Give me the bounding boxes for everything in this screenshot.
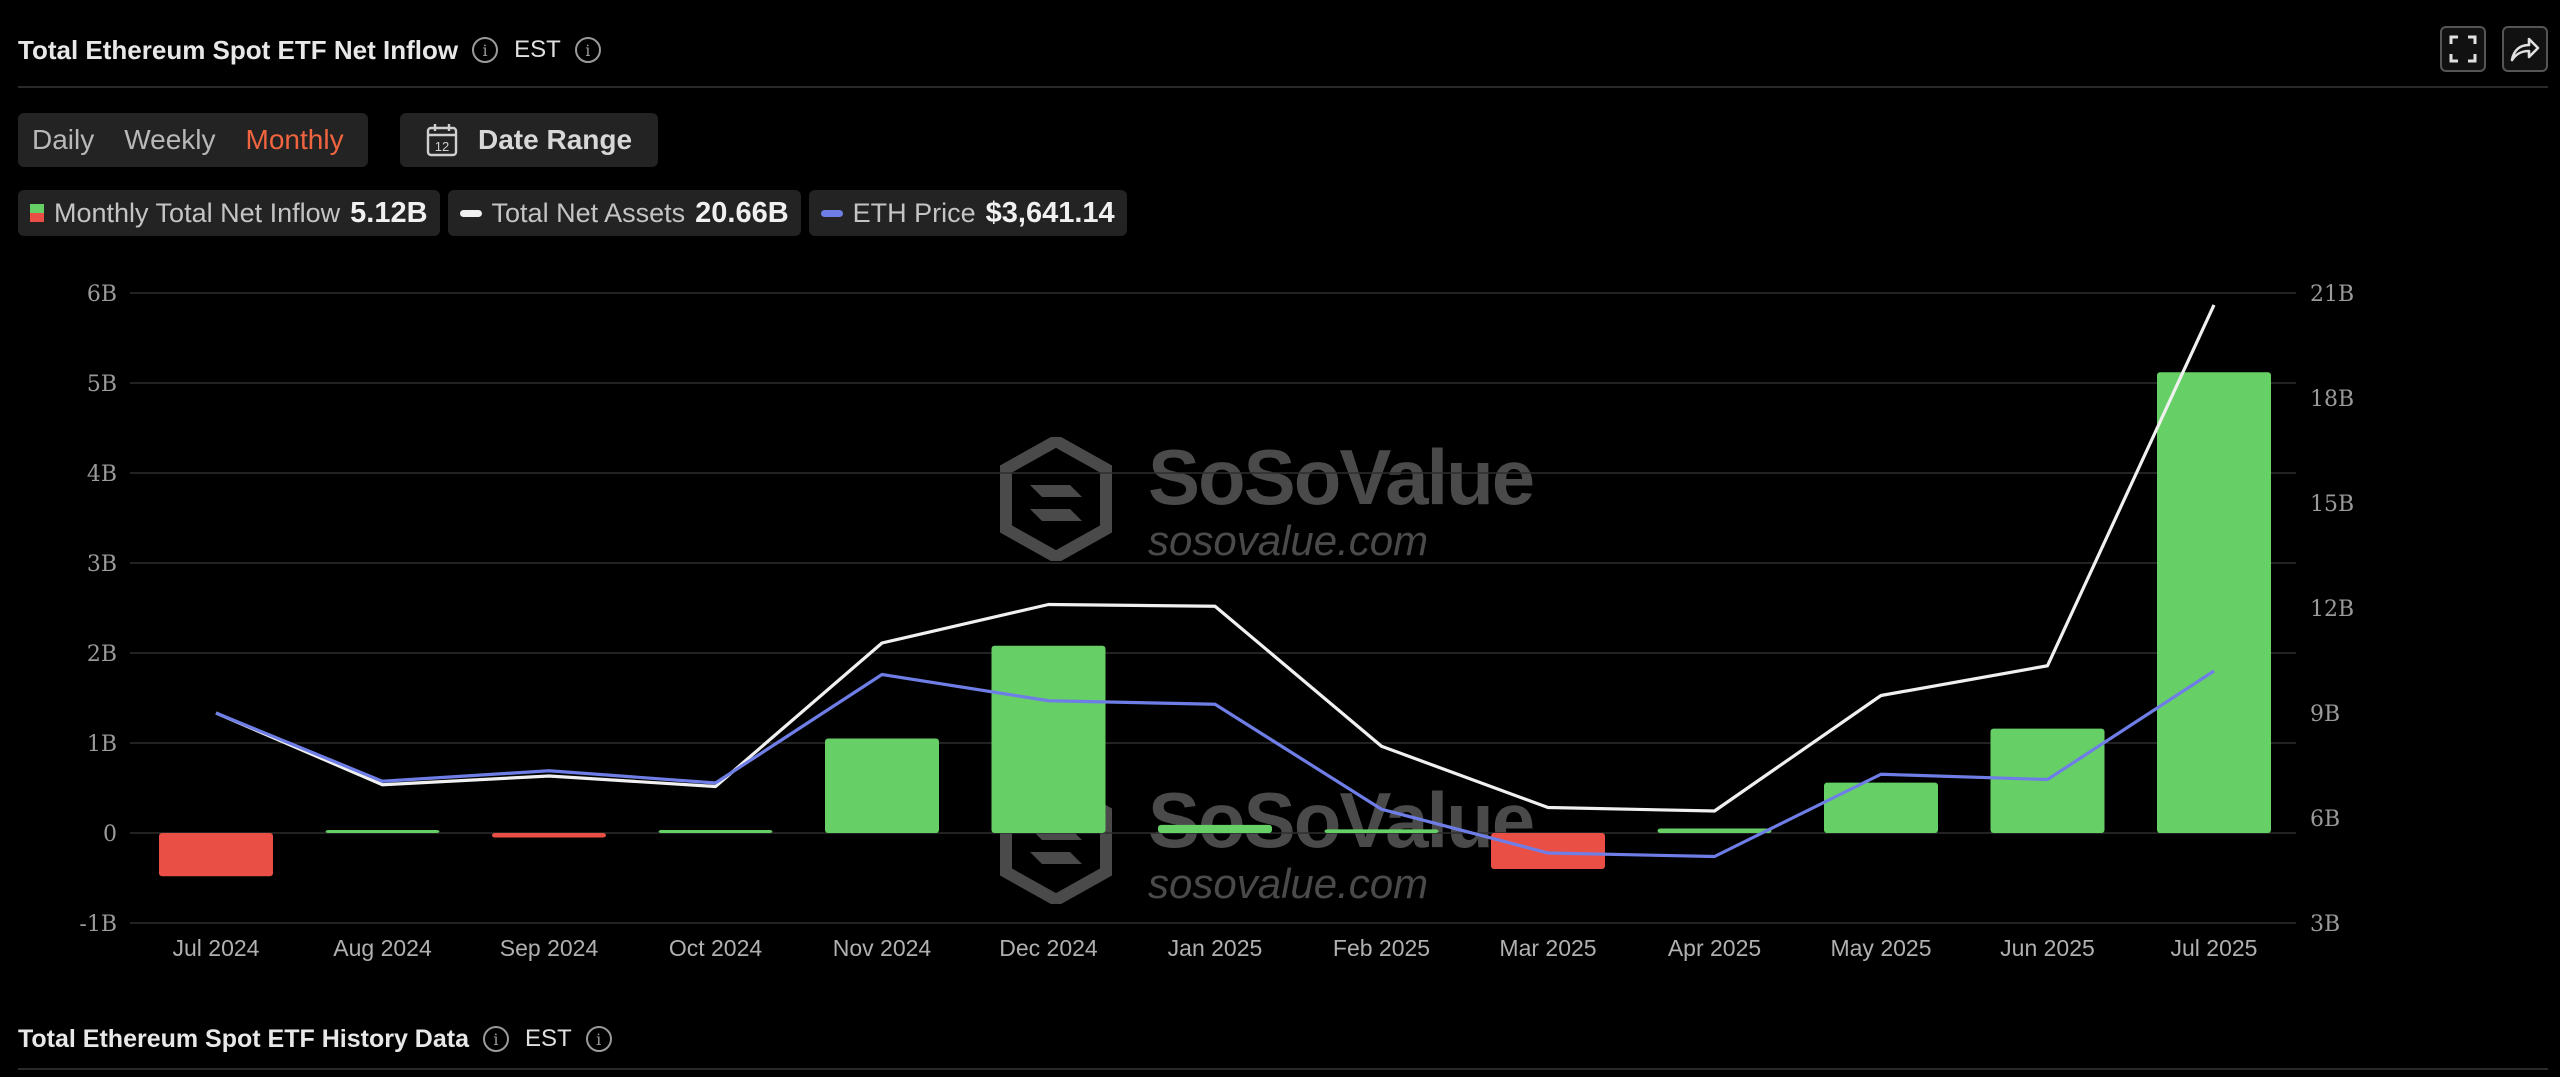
x-tick-label: Jan 2025 xyxy=(1168,935,1263,961)
x-tick-label: Jul 2024 xyxy=(173,935,260,961)
timezone-info-icon[interactable]: i xyxy=(585,1026,612,1052)
left-tick-label: 5B xyxy=(87,372,117,397)
date-range-button[interactable]: 12 Date Range xyxy=(400,113,658,167)
x-tick-label: Feb 2025 xyxy=(1333,935,1430,961)
share-button[interactable] xyxy=(2502,26,2548,72)
right-tick-label: 21B xyxy=(2310,282,2354,307)
legend-net-inflow-value: 5.12B xyxy=(350,196,428,229)
x-tick-label: Jun 2025 xyxy=(2000,935,2095,961)
bar-6 xyxy=(1158,824,1272,833)
left-tick-label: 1B xyxy=(87,732,117,757)
right-tick-label: 15B xyxy=(2310,492,2354,517)
chart-header: Total Ethereum Spot ETF Net Inflow i EST… xyxy=(18,30,601,70)
line-swatch-icon xyxy=(820,209,843,217)
period-weekly[interactable]: Weekly xyxy=(124,124,216,155)
legend-eth-price[interactable]: ETH Price $3,641.14 xyxy=(808,190,1127,236)
header-divider xyxy=(18,86,2548,88)
info-icon[interactable]: i xyxy=(482,1026,509,1052)
net-assets-line xyxy=(215,304,2216,813)
left-tick-label: 0 xyxy=(103,822,117,847)
left-tick-label: -1B xyxy=(79,912,117,937)
bar-10 xyxy=(1824,782,1938,833)
timezone-label: EST xyxy=(514,36,561,63)
x-tick-label: Apr 2025 xyxy=(1668,935,1761,961)
bar-5 xyxy=(991,645,1106,833)
bar-4 xyxy=(825,738,939,833)
legend-net-assets-value: 20.66B xyxy=(695,196,789,229)
footer-divider xyxy=(18,1068,2548,1070)
x-tick-label: Aug 2024 xyxy=(333,935,432,961)
right-tick-label: 9B xyxy=(2310,702,2340,727)
bar-9 xyxy=(1657,828,1772,833)
history-title: Total Ethereum Spot ETF History Data xyxy=(18,1024,469,1053)
right-tick-label: 18B xyxy=(2310,387,2354,412)
bar-7 xyxy=(1324,829,1439,833)
bar-2 xyxy=(492,833,606,838)
fullscreen-icon xyxy=(2449,35,2477,63)
left-tick-label: 4B xyxy=(87,462,117,487)
bar-0 xyxy=(159,833,273,877)
timezone-label: EST xyxy=(524,1025,572,1052)
calendar-day: 12 xyxy=(435,139,449,154)
x-tick-label: May 2025 xyxy=(1830,935,1931,961)
page-title: Total Ethereum Spot ETF Net Inflow xyxy=(18,34,459,65)
right-tick-label: 6B xyxy=(2310,807,2340,832)
legend-net-inflow-label: Monthly Total Net Inflow xyxy=(54,197,341,228)
net-inflow-chart: 6B 5B 4B 3B 2B 1B 0 -1B 21B 18B 15B 12B 9B 6B 3B Jul 20… xyxy=(79,282,2354,961)
period-daily[interactable]: Daily xyxy=(32,124,95,155)
left-tick-label: 6B xyxy=(87,282,117,307)
legend-net-assets-label: Total Net Assets xyxy=(491,197,686,228)
timezone-info-icon[interactable]: i xyxy=(574,37,601,63)
bar-8 xyxy=(1491,833,1605,869)
left-tick-label: 2B xyxy=(87,642,117,667)
x-tick-label: Nov 2024 xyxy=(833,935,932,961)
date-range-label: Date Range xyxy=(478,124,633,155)
x-tick-label: Mar 2025 xyxy=(1499,935,1596,961)
legend-net-assets[interactable]: Total Net Assets 20.66B xyxy=(447,190,801,236)
x-tick-label: Jul 2025 xyxy=(2171,935,2258,961)
legend-eth-price-value: $3,641.14 xyxy=(985,196,1115,229)
bar-3 xyxy=(658,830,773,833)
x-tick-label: Dec 2024 xyxy=(999,935,1098,961)
legend-net-inflow[interactable]: Monthly Total Net Inflow 5.12B xyxy=(18,190,440,236)
right-tick-label: 3B xyxy=(2310,912,2340,937)
bar-1 xyxy=(325,830,440,833)
info-icon[interactable]: i xyxy=(472,37,499,63)
share-icon xyxy=(2510,37,2540,62)
eth-price-line xyxy=(215,669,2215,859)
period-selector: Daily Weekly Monthly xyxy=(18,113,368,167)
history-header: Total Ethereum Spot ETF History Data i E… xyxy=(18,1022,612,1056)
legend: Monthly Total Net Inflow 5.12B Total Net… xyxy=(18,190,1127,236)
calendar-icon: 12 xyxy=(426,124,458,157)
x-tick-label: Sep 2024 xyxy=(500,935,599,961)
period-monthly[interactable]: Monthly xyxy=(245,124,344,155)
bar-swatch-icon xyxy=(30,204,44,222)
fullscreen-button[interactable] xyxy=(2440,26,2486,72)
left-tick-label: 3B xyxy=(87,552,117,577)
legend-eth-price-label: ETH Price xyxy=(852,197,976,228)
x-tick-label: Oct 2024 xyxy=(669,935,763,961)
bar-12 xyxy=(2157,372,2271,833)
line-swatch-icon xyxy=(459,209,482,217)
right-tick-label: 12B xyxy=(2310,597,2354,622)
